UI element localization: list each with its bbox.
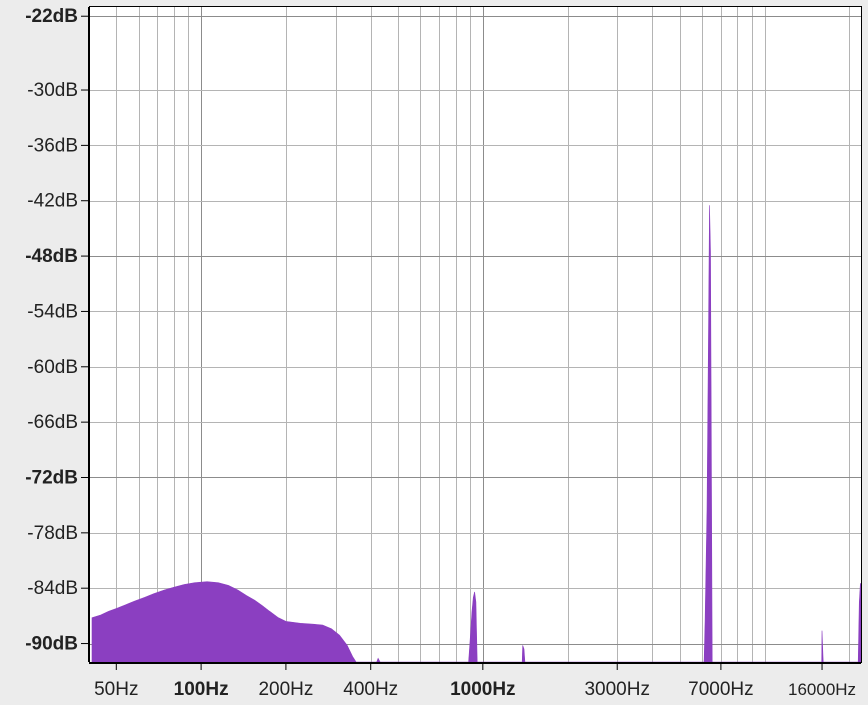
- x-tick-label: 100Hz: [174, 679, 229, 700]
- y-tick-label: -78dB: [27, 523, 78, 544]
- x-tick-label: 16000Hz: [788, 680, 856, 699]
- y-tick-label: -54dB: [27, 301, 78, 322]
- y-tick-label: -90dB: [25, 634, 78, 655]
- y-tick-label: -66dB: [27, 412, 78, 433]
- y-tick-label: -48dB: [25, 246, 78, 267]
- x-tick-label: 1000Hz: [450, 679, 516, 700]
- x-tick-label: 50Hz: [94, 679, 138, 700]
- y-tick-label: -22dB: [25, 6, 78, 27]
- y-tick-label: -72dB: [25, 467, 78, 488]
- x-tick-label: 200Hz: [258, 679, 313, 700]
- x-tick-label: 400Hz: [343, 679, 398, 700]
- y-tick-label: -84dB: [27, 578, 78, 599]
- y-tick-label: -30dB: [27, 80, 78, 101]
- x-tick-label: 3000Hz: [584, 679, 650, 700]
- y-tick-label: -60dB: [27, 357, 78, 378]
- x-tick-label: 7000Hz: [688, 679, 754, 700]
- y-tick-label: -42dB: [27, 191, 78, 212]
- y-tick-label: -36dB: [27, 135, 78, 156]
- plot-area: [89, 7, 861, 662]
